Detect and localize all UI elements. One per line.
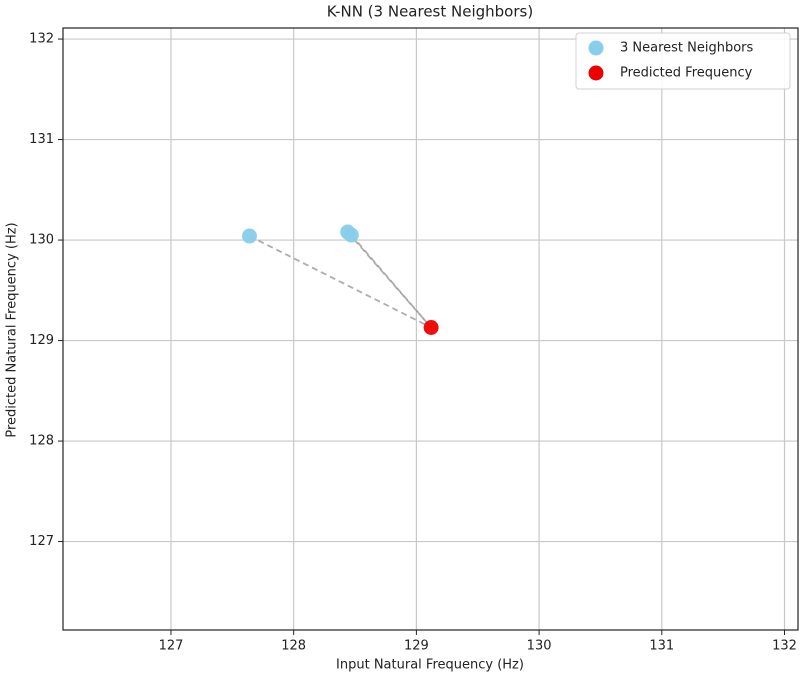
y-tick-label: 127 bbox=[29, 534, 54, 549]
chart-title: K-NN (3 Nearest Neighbors) bbox=[327, 3, 533, 21]
connector bbox=[249, 235, 432, 329]
connector bbox=[350, 234, 432, 329]
plot-frame bbox=[62, 27, 799, 631]
y-axis-label: Predicted Natural Frequency (Hz) bbox=[5, 222, 20, 437]
x-tick-label: 129 bbox=[404, 639, 429, 654]
point bbox=[343, 227, 359, 243]
y-tick-label: 131 bbox=[29, 132, 54, 147]
x-tick-label: 131 bbox=[649, 639, 674, 654]
y-tick-label: 128 bbox=[29, 434, 54, 449]
x-axis-label: Input Natural Frequency (Hz) bbox=[336, 658, 524, 673]
legend-label: 3 Nearest Neighbors bbox=[620, 41, 754, 56]
point bbox=[423, 319, 439, 335]
y-tick-label: 129 bbox=[29, 333, 54, 348]
point bbox=[242, 228, 258, 244]
legend-marker bbox=[588, 40, 604, 56]
x-tick-label: 128 bbox=[281, 639, 306, 654]
y-tick-label: 130 bbox=[29, 233, 54, 248]
y-tick-label: 132 bbox=[29, 32, 54, 47]
legend-label: Predicted Frequency bbox=[620, 66, 753, 81]
x-tick-label: 127 bbox=[159, 639, 184, 654]
x-tick-label: 130 bbox=[527, 639, 552, 654]
x-tick-label: 132 bbox=[772, 639, 797, 654]
legend-marker bbox=[588, 65, 604, 81]
legend-box bbox=[575, 32, 791, 90]
